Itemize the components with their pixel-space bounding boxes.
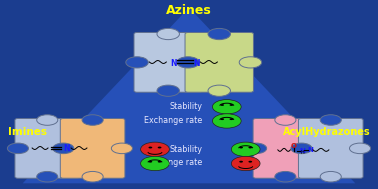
Circle shape	[177, 57, 199, 68]
Text: Exchange rate: Exchange rate	[144, 158, 202, 167]
Circle shape	[350, 143, 370, 154]
FancyBboxPatch shape	[298, 119, 363, 178]
Text: N: N	[63, 144, 70, 153]
Circle shape	[141, 142, 169, 156]
Circle shape	[112, 143, 132, 154]
Circle shape	[229, 104, 233, 106]
Circle shape	[212, 114, 241, 128]
Polygon shape	[23, 8, 355, 183]
Text: Stability: Stability	[169, 102, 202, 111]
Circle shape	[149, 161, 152, 163]
Circle shape	[37, 171, 58, 182]
Circle shape	[248, 147, 252, 148]
Text: Imines: Imines	[8, 127, 46, 137]
Text: Azines: Azines	[166, 4, 212, 17]
Text: N: N	[193, 59, 200, 68]
Circle shape	[157, 85, 180, 96]
Text: AcylHydrazones: AcylHydrazones	[283, 127, 370, 137]
Circle shape	[158, 161, 161, 163]
Circle shape	[239, 57, 262, 68]
Circle shape	[239, 147, 243, 148]
Text: N: N	[308, 147, 314, 153]
Circle shape	[208, 85, 231, 96]
Text: N: N	[170, 59, 177, 68]
Circle shape	[239, 161, 243, 163]
Text: H: H	[301, 150, 304, 155]
Circle shape	[320, 171, 341, 182]
Text: Stability: Stability	[169, 145, 202, 154]
Circle shape	[229, 118, 233, 120]
Text: N: N	[299, 148, 305, 154]
Circle shape	[149, 147, 152, 148]
Circle shape	[275, 171, 296, 182]
Circle shape	[246, 143, 266, 154]
Circle shape	[231, 156, 260, 171]
Circle shape	[66, 143, 87, 154]
Circle shape	[231, 142, 260, 156]
FancyBboxPatch shape	[253, 119, 318, 178]
FancyBboxPatch shape	[134, 33, 203, 92]
Circle shape	[37, 115, 58, 125]
Circle shape	[220, 104, 224, 106]
Circle shape	[8, 143, 28, 154]
Circle shape	[53, 143, 74, 154]
Circle shape	[158, 147, 161, 148]
Circle shape	[126, 57, 148, 68]
Circle shape	[320, 115, 341, 125]
Circle shape	[141, 156, 169, 171]
Circle shape	[220, 118, 224, 120]
Circle shape	[157, 28, 180, 40]
Circle shape	[212, 100, 241, 114]
FancyBboxPatch shape	[15, 119, 79, 178]
FancyBboxPatch shape	[185, 33, 253, 92]
Circle shape	[188, 57, 211, 68]
Text: O: O	[291, 143, 297, 149]
FancyBboxPatch shape	[60, 119, 125, 178]
Circle shape	[208, 28, 231, 40]
Circle shape	[291, 143, 312, 154]
Circle shape	[82, 115, 103, 125]
Circle shape	[248, 161, 252, 163]
Circle shape	[82, 171, 103, 182]
Text: Exchange rate: Exchange rate	[144, 115, 202, 125]
Circle shape	[275, 115, 296, 125]
Circle shape	[304, 143, 325, 154]
